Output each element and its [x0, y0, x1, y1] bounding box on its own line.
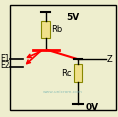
Text: E1: E1: [0, 54, 9, 63]
Text: www.unicrom.com: www.unicrom.com: [43, 90, 83, 94]
Text: Rc: Rc: [62, 69, 72, 78]
Text: E2: E2: [0, 61, 9, 70]
Bar: [74, 64, 82, 82]
Text: 5V: 5V: [66, 13, 79, 22]
Text: Z: Z: [107, 55, 113, 64]
Text: Rb: Rb: [52, 25, 63, 34]
Bar: [41, 21, 50, 38]
Text: 0V: 0V: [86, 103, 99, 112]
